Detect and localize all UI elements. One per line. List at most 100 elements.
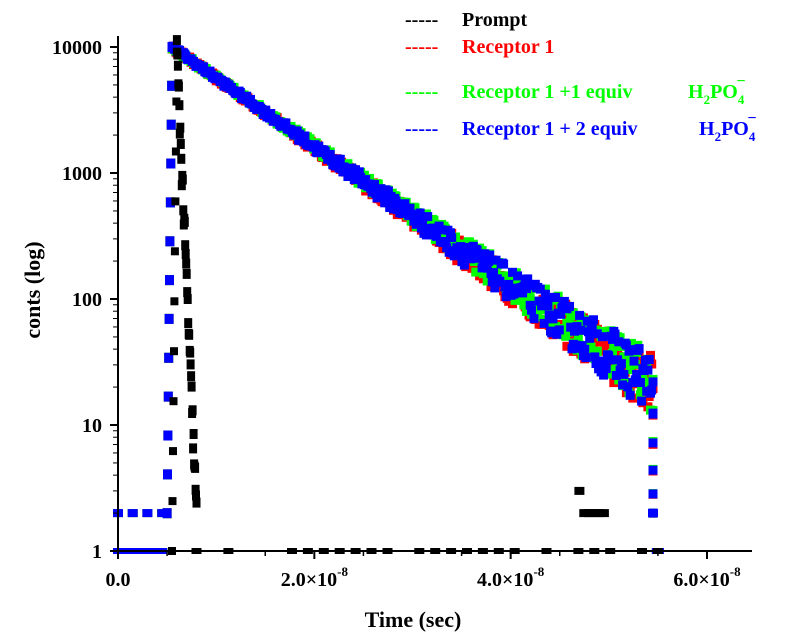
data-point [442, 243, 452, 253]
data-point [370, 180, 379, 189]
data-point [175, 100, 184, 111]
data-point [638, 372, 648, 382]
data-point [281, 118, 291, 128]
data-point [173, 60, 182, 71]
data-point [629, 356, 639, 366]
data-point [647, 385, 657, 395]
data-point [540, 289, 550, 299]
data-point [585, 333, 595, 343]
data-point [173, 49, 182, 60]
data-point [383, 186, 393, 196]
data-point [478, 255, 488, 265]
data-point [608, 334, 617, 344]
data-point [187, 371, 196, 382]
x-tick-label: 6.0×10-8 [673, 564, 741, 591]
y-ticks: 1 10 100 1000 10000 [52, 37, 118, 563]
data-point [165, 197, 175, 208]
y-tick-label: 100 [72, 289, 102, 311]
data-point [490, 283, 500, 293]
data-point [165, 275, 174, 286]
legend-label: Receptor 1 + 2 equiv [462, 118, 637, 140]
data-point [580, 344, 590, 354]
data-point [199, 62, 209, 72]
data-point [157, 509, 168, 518]
data-point [574, 486, 585, 495]
data-point [191, 462, 200, 473]
data-point [397, 209, 407, 218]
data-point [632, 370, 642, 379]
data-point [513, 271, 523, 281]
data-point [559, 296, 569, 306]
legend-dashes: ----- [405, 36, 438, 58]
data-point [595, 356, 605, 366]
plot-area [113, 35, 664, 555]
data-point [171, 147, 180, 156]
data-point [621, 340, 631, 350]
data-point [446, 228, 455, 238]
data-point [599, 370, 609, 380]
legend-label: Prompt [462, 9, 528, 31]
x-ticks: 0.0 2.0×10-8 4.0×10-8 6.0×10-8 [106, 551, 741, 591]
legend-anion: H2PO4− [688, 73, 745, 107]
data-point [616, 359, 626, 369]
data-point [515, 293, 525, 303]
data-point [501, 292, 511, 302]
data-point [619, 369, 629, 379]
x-tick-label: 0.0 [106, 569, 131, 591]
data-point [581, 353, 591, 363]
data-point [169, 397, 178, 406]
data-point [487, 277, 497, 287]
data-point [354, 167, 364, 177]
data-point [168, 497, 177, 506]
data-point [627, 338, 636, 348]
data-point [185, 329, 194, 340]
data-point [605, 355, 615, 365]
data-point [127, 509, 138, 518]
data-point [525, 300, 535, 310]
data-point [189, 443, 198, 454]
data-point [627, 345, 636, 355]
data-point [523, 274, 533, 284]
data-point [300, 131, 310, 141]
data-point [508, 267, 517, 277]
data-point [142, 509, 153, 518]
data-point [601, 364, 611, 374]
legend-label: Receptor 1 [462, 36, 554, 58]
data-point [504, 279, 514, 289]
data-point [485, 250, 495, 260]
data-point [449, 251, 459, 261]
data-point [166, 119, 176, 130]
data-point [261, 105, 271, 115]
data-point [590, 352, 600, 362]
data-point [565, 301, 574, 311]
data-point [618, 380, 628, 390]
data-point [184, 318, 193, 329]
data-point [418, 218, 428, 228]
data-point [180, 216, 189, 227]
data-point [452, 256, 462, 266]
data-point [609, 340, 619, 350]
data-point [174, 81, 183, 92]
data-point [183, 294, 192, 304]
data-point [592, 346, 602, 356]
data-point [169, 447, 177, 456]
data-point [527, 305, 536, 315]
data-point [489, 268, 498, 278]
data-point [456, 242, 466, 252]
data-point [601, 340, 611, 350]
data-point [548, 314, 558, 324]
data-point [178, 174, 187, 185]
data-point [162, 508, 172, 519]
series-0 [168, 35, 663, 555]
data-point [648, 489, 658, 499]
legend-dashes: ----- [405, 118, 438, 140]
data-point [432, 231, 442, 241]
data-point [410, 203, 420, 213]
data-point [630, 375, 640, 385]
data-point [186, 347, 195, 358]
data-point [540, 284, 550, 294]
y-tick-label: 10 [82, 415, 102, 437]
data-point [542, 295, 552, 304]
data-point [500, 271, 510, 281]
